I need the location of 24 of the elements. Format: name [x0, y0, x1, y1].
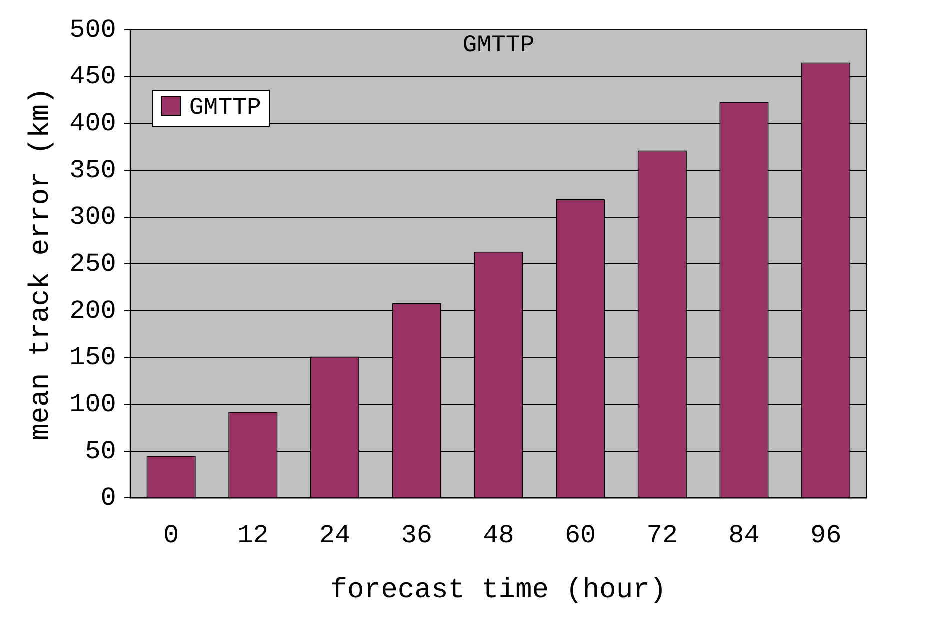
x-tick-label: 48 [483, 520, 514, 551]
legend-label: GMTTP [188, 95, 262, 122]
y-tick-label: 250 [70, 248, 116, 279]
y-tick-label: 200 [70, 296, 116, 326]
y-tick-label: 500 [70, 14, 116, 45]
y-tick-label: 100 [70, 389, 116, 420]
y-tick-label: 450 [70, 62, 116, 92]
x-tick-label: 96 [810, 520, 842, 551]
y-tick-label: 300 [70, 202, 116, 232]
y-tick-label: 350 [70, 155, 116, 186]
x-tick-label: 84 [728, 520, 760, 551]
y-tick-label: 50 [85, 436, 116, 466]
y-tick-label: 150 [70, 342, 116, 373]
x-axis-title: forecast time (hour) [330, 576, 667, 607]
y-axis-title: mean track error (km) [26, 88, 58, 441]
x-tick-label: 36 [401, 520, 432, 551]
x-tick-label: 12 [238, 520, 269, 551]
chart-title: GMTTP [462, 32, 535, 60]
x-tick-label: 24 [319, 520, 351, 551]
y-tick-label: 0 [100, 483, 116, 514]
x-tick-label: 0 [164, 520, 180, 551]
x-tick-label: 72 [646, 520, 678, 551]
x-tick-label: 60 [564, 520, 596, 551]
y-tick-label: 400 [70, 108, 116, 139]
